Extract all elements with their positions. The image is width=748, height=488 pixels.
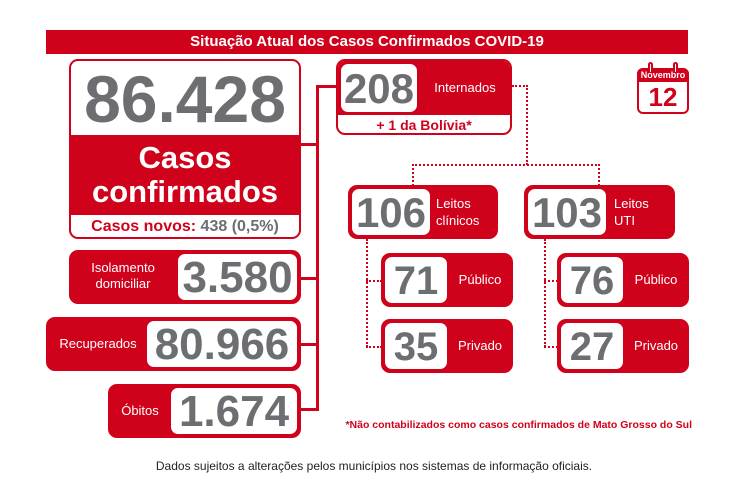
clinical-label-line2: clínicos bbox=[436, 213, 480, 228]
connector-to-hospitalized bbox=[316, 85, 336, 88]
clinical-tree-h2 bbox=[366, 346, 382, 348]
confirmed-label-line2: confirmados bbox=[91, 174, 279, 209]
isolation-label-line1: Isolamento bbox=[91, 260, 155, 275]
new-cases-value: 438 (0,5%) bbox=[200, 218, 279, 235]
footnote: *Não contabilizados como casos confirmad… bbox=[345, 419, 692, 431]
confirmed-cases-label: Casos confirmados bbox=[71, 135, 299, 215]
icu-private-card: 27 Privado bbox=[557, 319, 689, 373]
icu-beds-value: 103 bbox=[527, 188, 607, 236]
connector-from-confirmed bbox=[301, 143, 318, 146]
recovered-value: 80.966 bbox=[146, 320, 298, 369]
clinical-private-label: Privado bbox=[457, 338, 503, 353]
recovered-label: Recuperados bbox=[59, 336, 137, 351]
icu-public-label: Público bbox=[634, 272, 678, 287]
new-cases-label: Casos novos: bbox=[91, 218, 197, 235]
connector-from-recovered bbox=[301, 343, 318, 346]
dotted-connector-h2 bbox=[412, 164, 600, 166]
icu-label-line2: UTI bbox=[614, 213, 635, 228]
clinical-label-line1: Leitos bbox=[436, 196, 471, 211]
dotted-connector-clinical bbox=[412, 164, 414, 186]
hospitalized-label: Internados bbox=[434, 80, 496, 95]
icu-tree-h2 bbox=[544, 346, 558, 348]
deaths-card: Óbitos 1.674 bbox=[108, 384, 301, 438]
isolation-label: Isolamento domiciliar bbox=[73, 260, 173, 292]
new-cases: Casos novos: 438 (0,5%) bbox=[71, 215, 299, 237]
deaths-label: Óbitos bbox=[121, 403, 159, 418]
icu-private-value: 27 bbox=[560, 322, 624, 370]
icu-tree-h1 bbox=[544, 280, 558, 282]
icu-label-line1: Leitos bbox=[614, 196, 649, 211]
hospitalized-card: 208 Internados + 1 da Bolívia* bbox=[336, 59, 512, 135]
clinical-public-label: Público bbox=[458, 272, 502, 287]
dotted-connector-v1 bbox=[526, 85, 528, 165]
icu-tree-v bbox=[544, 239, 546, 347]
clinical-beds-value: 106 bbox=[351, 188, 431, 236]
dotted-connector-icu bbox=[598, 164, 600, 186]
dotted-connector-h1 bbox=[512, 85, 528, 87]
clinical-private-value: 35 bbox=[384, 322, 448, 370]
icu-private-label: Privado bbox=[633, 338, 679, 353]
confirmed-cases-value: 86.428 bbox=[84, 62, 286, 136]
clinical-beds-card: 106 Leitos clínicos bbox=[348, 185, 498, 239]
clinical-beds-label: Leitos clínicos bbox=[436, 195, 496, 229]
calendar-icon: Novembro 12 bbox=[637, 62, 689, 114]
icu-beds-card: 103 Leitos UTI bbox=[524, 185, 675, 239]
clinical-private-card: 35 Privado bbox=[381, 319, 513, 373]
hospitalized-value: 208 bbox=[340, 63, 418, 113]
clinical-public-card: 71 Público bbox=[381, 253, 513, 307]
connector-from-deaths bbox=[301, 408, 318, 411]
confirmed-label-line1: Casos bbox=[138, 140, 232, 175]
isolation-label-line2: domiciliar bbox=[95, 276, 151, 291]
isolation-value: 3.580 bbox=[177, 253, 298, 302]
disclaimer: Dados sujeitos a alterações pelos municí… bbox=[155, 459, 593, 473]
clinical-public-value: 71 bbox=[384, 256, 448, 304]
page-title: Situação Atual dos Casos Confirmados COV… bbox=[46, 30, 688, 54]
calendar-month: Novembro bbox=[640, 70, 686, 80]
connector-vertical bbox=[316, 85, 319, 411]
isolation-card: Isolamento domiciliar 3.580 bbox=[69, 250, 301, 304]
clinical-tree-h1 bbox=[366, 280, 382, 282]
deaths-value: 1.674 bbox=[170, 387, 298, 436]
icu-public-card: 76 Público bbox=[557, 253, 689, 307]
connector-from-isolation bbox=[301, 277, 318, 280]
calendar-day: 12 bbox=[648, 82, 678, 112]
confirmed-cases-card: 86.428 Casos confirmados Casos novos: 43… bbox=[69, 59, 301, 239]
icu-beds-label: Leitos UTI bbox=[614, 195, 672, 229]
bolivia-note: + 1 da Bolívia* bbox=[376, 117, 472, 133]
recovered-card: Recuperados 80.966 bbox=[46, 317, 301, 371]
icu-public-value: 76 bbox=[560, 256, 624, 304]
clinical-tree-v bbox=[366, 239, 368, 347]
